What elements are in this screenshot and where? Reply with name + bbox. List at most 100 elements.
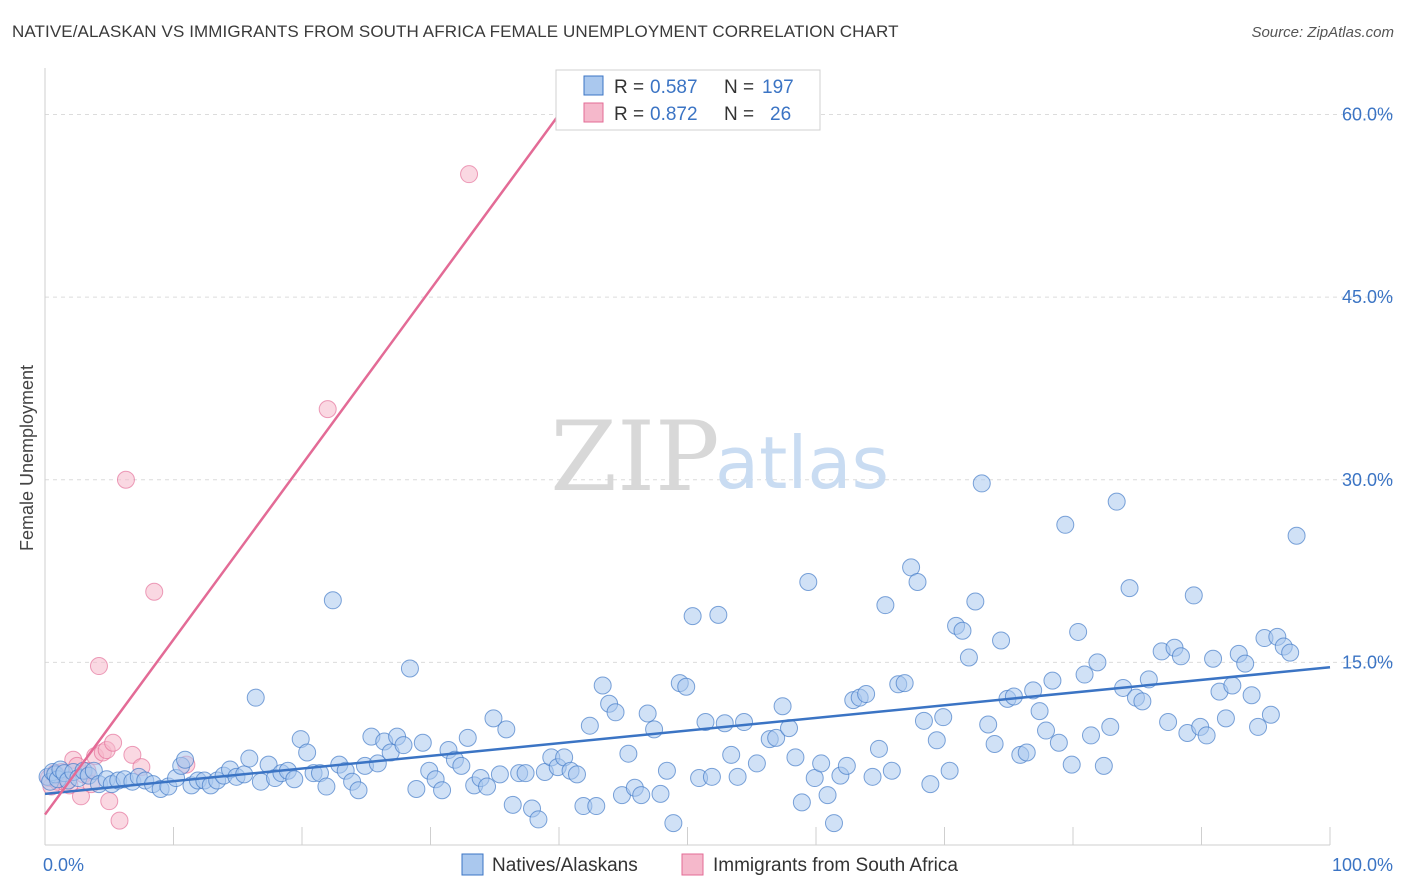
point-immigrants-19: [110, 811, 129, 830]
point-natives-188: [1236, 654, 1255, 673]
point-natives-185: [1216, 709, 1235, 728]
point-natives-132: [869, 739, 888, 758]
trend-line-immigrants: [43, 113, 561, 816]
point-immigrants-21: [123, 745, 142, 764]
stats-legend-r-value-1: 0.587: [650, 77, 698, 98]
point-natives-150: [985, 734, 1004, 753]
point-natives-109: [709, 605, 728, 624]
point-natives-74: [484, 709, 503, 728]
point-natives-93: [606, 703, 625, 722]
point-natives-134: [882, 761, 901, 780]
point-natives-36: [240, 749, 259, 768]
stats-legend-r-value-2: 0.872: [650, 104, 698, 125]
point-natives-171: [1120, 579, 1139, 598]
gridlines: [45, 114, 1395, 663]
point-immigrants-25: [318, 400, 337, 419]
legend-swatch-immigrants: [681, 853, 704, 876]
point-natives-131: [863, 767, 882, 786]
point-natives-160: [1049, 733, 1068, 752]
point-immigrants-20: [116, 470, 135, 489]
chart-title: NATIVE/ALASKAN VS IMMIGRANTS FROM SOUTH …: [12, 22, 899, 41]
point-natives-148: [972, 474, 991, 493]
point-natives-60: [394, 736, 413, 755]
point-natives-168: [1101, 717, 1120, 736]
stats-legend-n-label-1: N =: [724, 77, 754, 98]
point-natives-141: [927, 731, 946, 750]
point-natives-77: [503, 795, 522, 814]
trend-line-natives: [44, 666, 1331, 796]
point-natives-75: [490, 765, 509, 784]
point-natives-110: [715, 714, 734, 733]
point-natives-161: [1056, 515, 1075, 534]
point-natives-190: [1249, 717, 1268, 736]
point-natives-76: [497, 720, 516, 739]
point-natives-97: [632, 786, 651, 805]
point-natives-169: [1107, 492, 1126, 511]
point-natives-66: [433, 781, 452, 800]
point-immigrants-9: [71, 787, 90, 806]
legend-label-immigrants: Immigrants from South Africa: [713, 855, 958, 876]
point-natives-121: [799, 573, 818, 592]
point-natives-167: [1094, 756, 1113, 775]
point-natives-180: [1184, 586, 1203, 605]
chart-source: Source: ZipAtlas.com: [1251, 24, 1394, 41]
stats-legend-n-label-2: N =: [724, 104, 754, 125]
point-natives-164: [1075, 665, 1094, 684]
point-natives-182: [1197, 726, 1216, 745]
point-natives-151: [992, 631, 1011, 650]
y-axis-label: Female Unemployment: [17, 365, 37, 551]
point-natives-166: [1088, 653, 1107, 672]
y-tick-label-2: 45.0%: [1342, 287, 1393, 307]
point-natives-127: [837, 756, 856, 775]
stats-legend-r-label-1: R =: [614, 77, 644, 98]
point-natives-90: [587, 797, 606, 816]
stats-legend-r-label-2: R =: [614, 104, 644, 125]
stats-legend-swatch-blue: [583, 75, 604, 96]
point-natives-56: [368, 754, 387, 773]
stats-legend-n-value-1: 197: [762, 77, 794, 98]
point-natives-142: [934, 708, 953, 727]
trend-lines: [43, 113, 1331, 816]
stats-legend-n-value-2: 26: [770, 104, 791, 125]
x-tick-label-0: 0.0%: [43, 855, 84, 875]
series-legend: Natives/Alaskans Immigrants from South A…: [461, 853, 958, 876]
stats-legend: R = 0.587 N = 197 R = 0.872 N = 26: [555, 69, 821, 131]
point-natives-87: [567, 765, 586, 784]
point-natives-108: [702, 767, 721, 786]
axes: [44, 68, 1331, 846]
point-natives-63: [413, 733, 432, 752]
y-tick-labels: 15.0% 30.0% 45.0% 60.0%: [1342, 105, 1393, 673]
point-natives-153: [1004, 687, 1023, 706]
point-natives-163: [1069, 622, 1088, 641]
legend-label-natives: Natives/Alaskans: [492, 855, 638, 876]
point-natives-189: [1242, 686, 1261, 705]
point-natives-113: [735, 713, 754, 732]
point-natives-149: [979, 715, 998, 734]
point-natives-125: [824, 814, 843, 833]
point-natives-165: [1081, 726, 1100, 745]
point-natives-196: [1287, 526, 1306, 545]
point-natives-48: [317, 777, 336, 796]
point-natives-192: [1261, 705, 1280, 724]
point-natives-138: [908, 573, 927, 592]
point-immigrants-14: [89, 657, 108, 676]
point-natives-91: [593, 676, 612, 695]
point-natives-139: [914, 711, 933, 730]
point-natives-53: [349, 781, 368, 800]
y-tick-label-0: 15.0%: [1342, 652, 1393, 672]
point-natives-26: [176, 750, 195, 769]
point-natives-89: [580, 716, 599, 735]
point-natives-133: [876, 596, 895, 615]
point-natives-43: [285, 770, 304, 789]
point-natives-156: [1024, 681, 1043, 700]
watermark-zip: ZIP: [550, 401, 719, 513]
point-natives-140: [921, 775, 940, 794]
point-natives-117: [773, 697, 792, 716]
point-natives-157: [1030, 702, 1049, 721]
point-natives-162: [1062, 755, 1081, 774]
point-natives-145: [953, 621, 972, 640]
point-natives-95: [619, 744, 638, 763]
point-natives-70: [458, 728, 477, 747]
point-natives-159: [1043, 671, 1062, 690]
point-natives-101: [657, 761, 676, 780]
